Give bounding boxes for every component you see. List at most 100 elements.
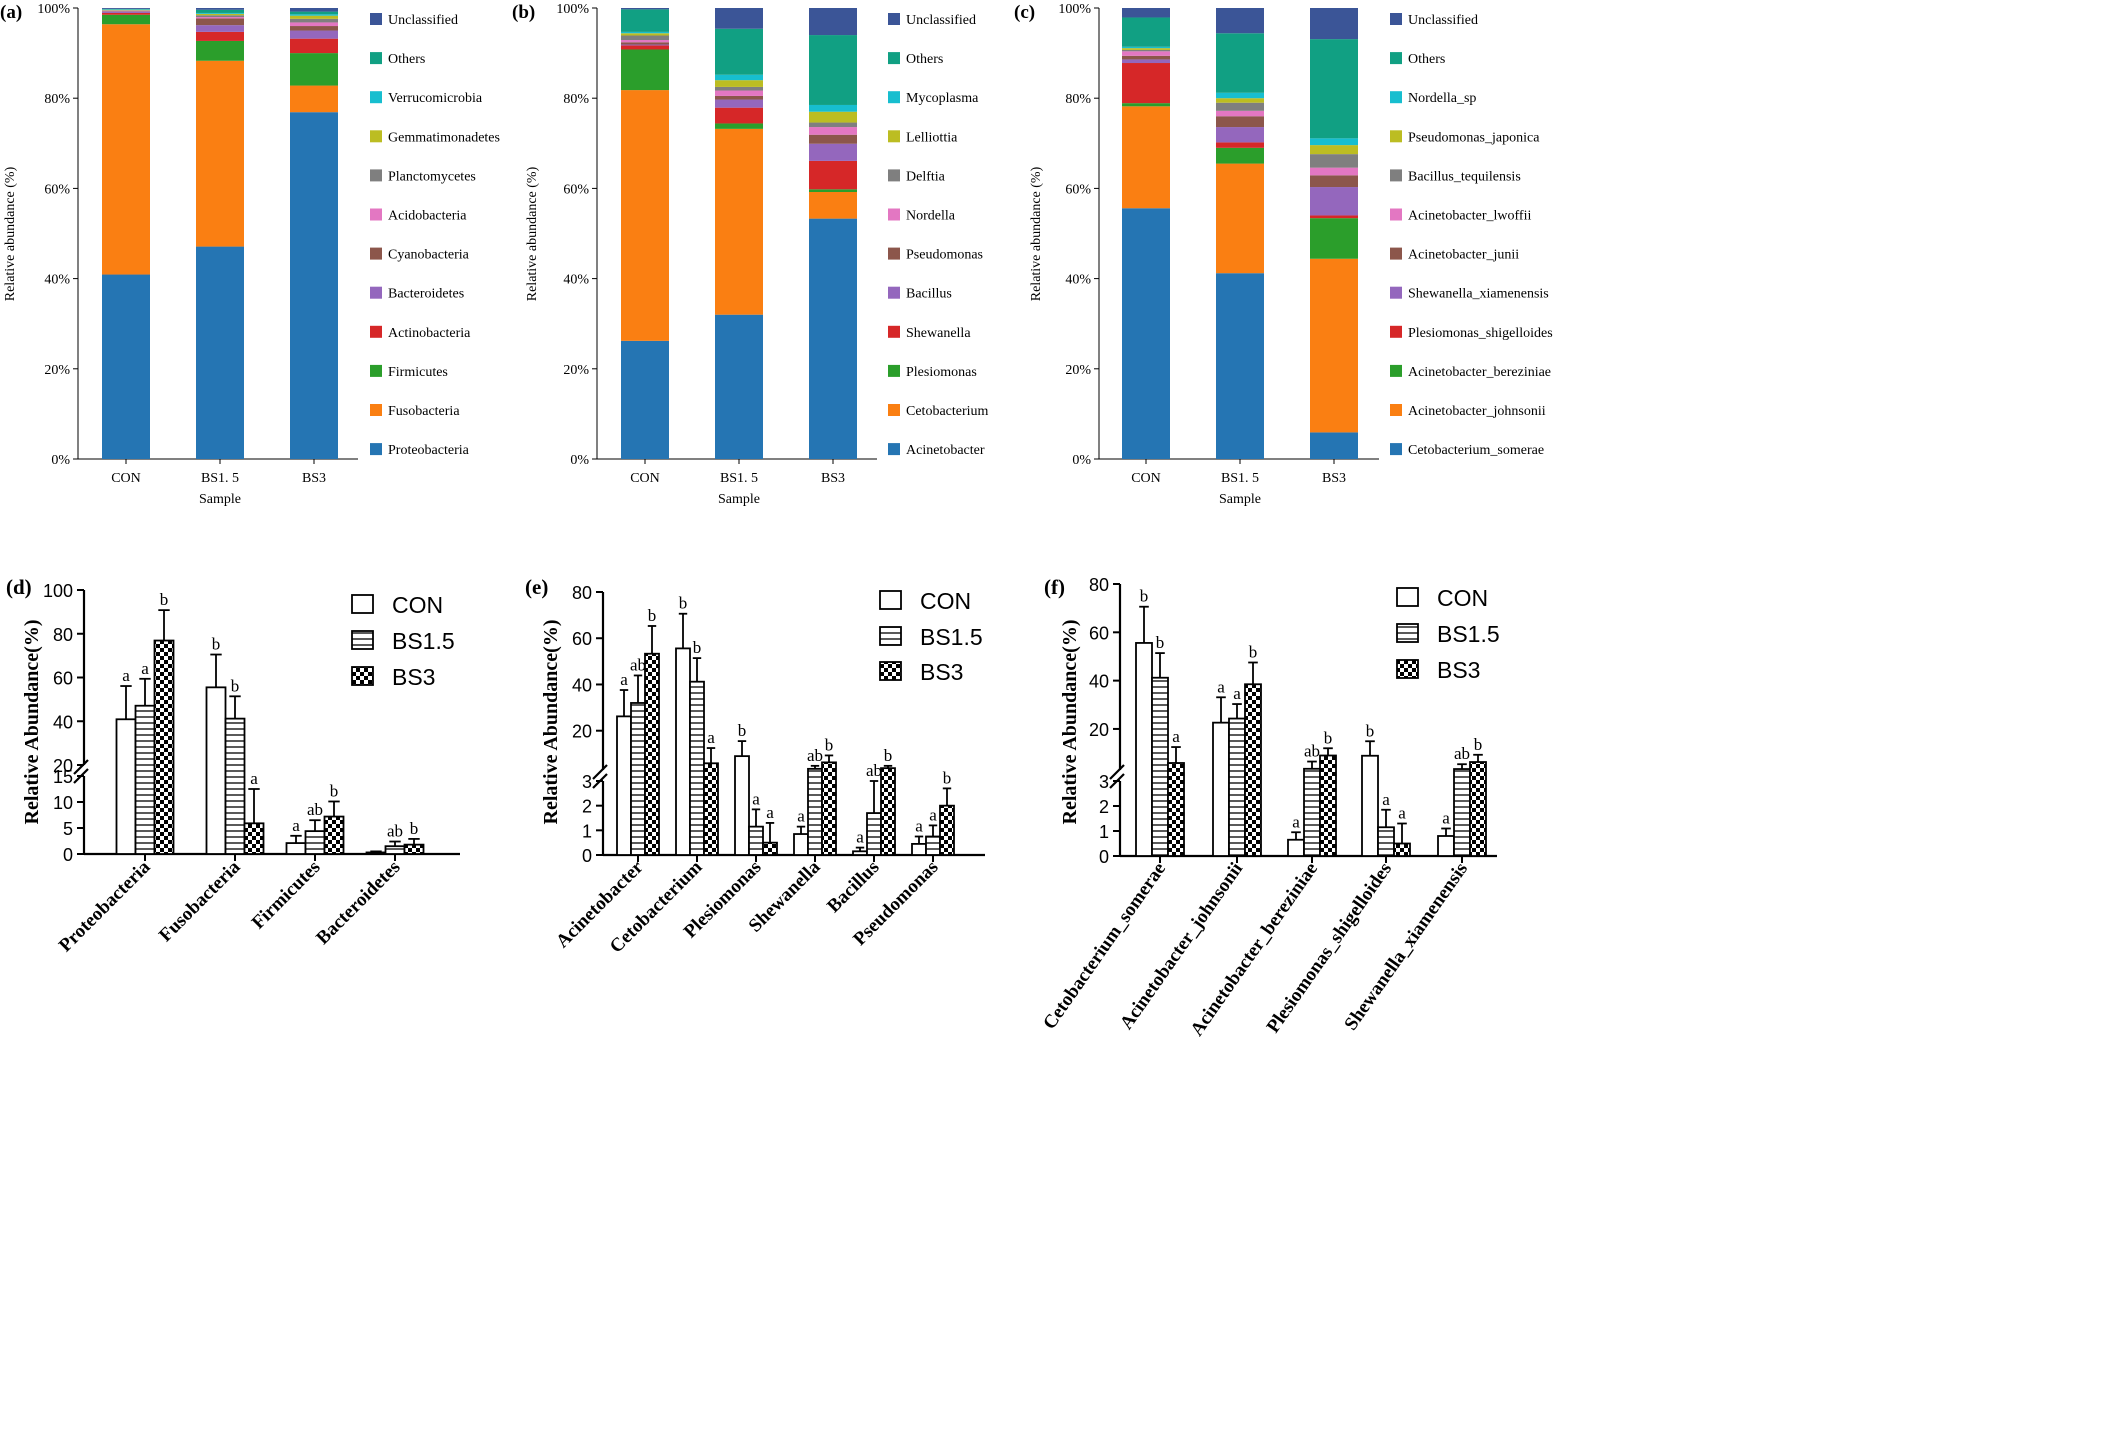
- bar-segment-lelliottia: [715, 80, 763, 87]
- significance-letter: b: [212, 635, 221, 654]
- significance-letter: b: [648, 606, 657, 625]
- x-tick-label: Bacillus: [823, 857, 883, 917]
- bar-segment-firmicutes: [196, 40, 244, 61]
- bar-segment-nordella: [715, 90, 763, 96]
- bar-segment-proteobacteria: [196, 246, 244, 459]
- legend-swatch: [888, 364, 900, 377]
- bar-segment-acinetobacter_johnsonii: [1122, 106, 1170, 209]
- bar-bs1.5: [134, 704, 156, 855]
- y-tick-label: 100%: [556, 2, 589, 17]
- bar-segment-pseudomonas: [809, 134, 857, 144]
- bar-bs1.5: [1303, 767, 1321, 857]
- legend-label: Bacillus_tequilensis: [1408, 169, 1521, 184]
- bar-segment-others: [621, 9, 669, 32]
- legend-label: Plesiomonas: [906, 365, 977, 380]
- legend-swatch: [1390, 130, 1402, 143]
- bar-segment-bacillus_tequilensis: [1310, 154, 1358, 168]
- legend-label: Acinetobacter_junii: [1408, 248, 1519, 263]
- legend-label: Cetobacterium: [906, 404, 989, 419]
- y-tick-label: 60: [1089, 623, 1109, 643]
- legend-swatch: [351, 594, 374, 614]
- bar-bs3: [762, 841, 778, 856]
- bar-segment-nordella_sp: [1122, 46, 1170, 49]
- y-tick-label: 20%: [563, 363, 589, 378]
- significance-letter: b: [1140, 587, 1149, 606]
- bar-bs1.5: [807, 767, 823, 856]
- y-tick-label: 2: [582, 797, 592, 817]
- bar-segment-pseudomonas_japonica: [1310, 145, 1358, 155]
- bar-segment-verrucomicrobia: [290, 14, 338, 16]
- bar-segment-acidobacteria: [290, 22, 338, 27]
- legend-label: Acinetobacter: [906, 443, 985, 458]
- panel-label: (c): [1014, 2, 1035, 23]
- bar-segment-unclassified: [621, 8, 669, 10]
- legend-label: Delftia: [906, 169, 946, 184]
- panel-label: (b): [512, 2, 535, 23]
- bar-bs1.5: [925, 835, 941, 856]
- bar-con: [1212, 721, 1230, 857]
- legend-label: Nordella: [906, 209, 956, 224]
- bar-segment-actinobacteria: [290, 38, 338, 54]
- y-tick-label: 80%: [563, 92, 589, 107]
- bar-segment-mycoplasma: [809, 104, 857, 112]
- bar-segment-others: [1216, 33, 1264, 93]
- panel-label: (e): [525, 575, 548, 599]
- bar-segment-unclassified: [290, 8, 338, 12]
- significance-letter: ab: [1454, 744, 1470, 763]
- bar-bs3: [939, 804, 955, 856]
- significance-letter: a: [1382, 790, 1390, 809]
- significance-letter: b: [738, 721, 747, 740]
- x-axis-label: Sample: [718, 492, 760, 507]
- significance-letter: a: [141, 659, 149, 678]
- y-tick-label: 80%: [44, 92, 70, 107]
- legend-label: CON: [1437, 585, 1488, 611]
- y-axis-label: Relative abundance (%): [3, 166, 18, 301]
- bar-con: [1135, 642, 1153, 857]
- bar-bs1.5: [689, 680, 705, 856]
- panel-label: (f): [1044, 575, 1065, 599]
- bar-segment-cyanobacteria: [290, 26, 338, 31]
- legend-swatch: [888, 169, 900, 182]
- legend-swatch: [888, 325, 900, 338]
- figure: (a)0%20%40%60%80%100%Relative abundance …: [0, 2, 1553, 1040]
- legend-swatch: [879, 590, 902, 610]
- significance-letter: a: [1292, 812, 1300, 831]
- legend-swatch: [1390, 404, 1402, 416]
- x-tick-label: CON: [1131, 471, 1161, 486]
- bar-bs3: [644, 652, 660, 856]
- bar-segment-acinetobacter_lwoffii: [1122, 51, 1170, 56]
- legend-swatch: [879, 661, 902, 681]
- bar-segment-pseudomonas_japonica: [1216, 98, 1264, 103]
- y-tick-label: 60: [572, 629, 592, 649]
- legend-swatch: [351, 666, 374, 686]
- significance-letter: a: [1172, 727, 1180, 746]
- legend-label: CON: [920, 588, 971, 614]
- bar-segment-delftia: [715, 86, 763, 91]
- legend-label: Acidobacteria: [388, 209, 467, 224]
- bar-bs3: [1244, 683, 1262, 857]
- bar-bs1.5: [866, 812, 882, 856]
- bar-segment-acinetobacter: [621, 340, 669, 459]
- bar-con: [115, 718, 137, 855]
- bar-segment-verrucomicrobia: [196, 12, 244, 14]
- significance-letter: a: [250, 769, 258, 788]
- bar-segment-firmicutes: [290, 53, 338, 86]
- x-tick-label: BS3: [1322, 471, 1346, 486]
- bar-segment-plesiomonas_shigelloides: [1122, 63, 1170, 104]
- bar-segment-cetobacterium_somerae: [1216, 273, 1264, 459]
- grouped-chart-f: (f) 20 40 60 80 0 1 2 3 Relative Abundance(%) b b a C…: [1039, 575, 1500, 1040]
- significance-letter: a: [856, 828, 864, 847]
- bar-segment-fusobacteria: [102, 24, 150, 275]
- bar-bs1.5: [224, 717, 246, 855]
- bar-segment-cetobacterium_somerae: [1122, 208, 1170, 459]
- x-axis-label: Sample: [1219, 492, 1261, 507]
- legend-swatch: [1390, 443, 1402, 456]
- y-tick-label: 15: [53, 767, 73, 787]
- bar-segment-actinobacteria: [102, 12, 150, 15]
- bar-segment-shewanella_xiamenensis: [1216, 127, 1264, 143]
- bar-segment-bacillus: [621, 44, 669, 46]
- legend-swatch: [370, 91, 382, 104]
- legend-swatch: [1390, 91, 1402, 104]
- bar-segment-shewanella: [715, 107, 763, 124]
- y-tick-label: 100: [43, 581, 73, 601]
